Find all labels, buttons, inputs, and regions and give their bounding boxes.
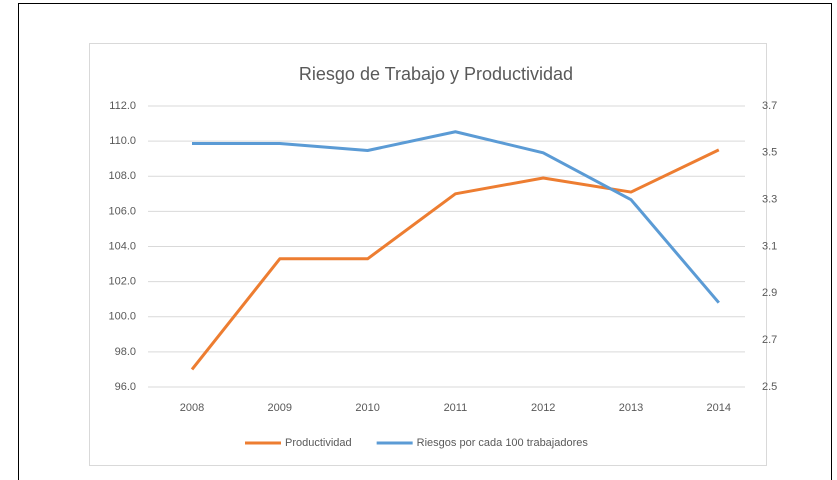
x-tick-label: 2014 xyxy=(707,402,731,414)
y-tick-label: 108.0 xyxy=(108,170,136,182)
line-series xyxy=(190,148,720,371)
y-tick-label: 106.0 xyxy=(108,205,136,217)
x-tick-label: 2009 xyxy=(268,402,292,414)
y2-tick-label: 3.5 xyxy=(762,147,777,159)
x-tick-label: 2012 xyxy=(531,402,555,414)
y-tick-label: 102.0 xyxy=(108,276,136,288)
x-tick-label: 2013 xyxy=(619,402,643,414)
x-tick-label: 2010 xyxy=(355,402,379,414)
y-tick-label: 96.0 xyxy=(115,381,136,393)
y2-tick-label: 2.5 xyxy=(762,381,777,393)
y-tick-label: 98.0 xyxy=(115,346,136,358)
y2-tick-label: 3.3 xyxy=(762,194,777,206)
chart-title: Riesgo de Trabajo y Productividad xyxy=(299,64,573,84)
line-series xyxy=(192,130,720,304)
x-tick-label: 2011 xyxy=(444,402,468,414)
y2-tick-label: 3.7 xyxy=(762,100,777,112)
y2-tick-label: 2.9 xyxy=(762,287,777,299)
y-tick-label: 104.0 xyxy=(108,240,136,252)
y2-tick-label: 2.7 xyxy=(762,334,777,346)
legend-label: Productividad xyxy=(285,437,352,449)
y-tick-label: 110.0 xyxy=(109,135,136,147)
y-tick-label: 100.0 xyxy=(108,311,136,323)
y-tick-label: 112.0 xyxy=(109,100,136,112)
legend-label: Riesgos por cada 100 trabajadores xyxy=(417,437,589,449)
x-tick-label: 2008 xyxy=(180,402,204,414)
chart-area xyxy=(89,43,767,466)
outer-frame xyxy=(18,3,832,480)
y2-tick-label: 3.1 xyxy=(762,240,777,252)
